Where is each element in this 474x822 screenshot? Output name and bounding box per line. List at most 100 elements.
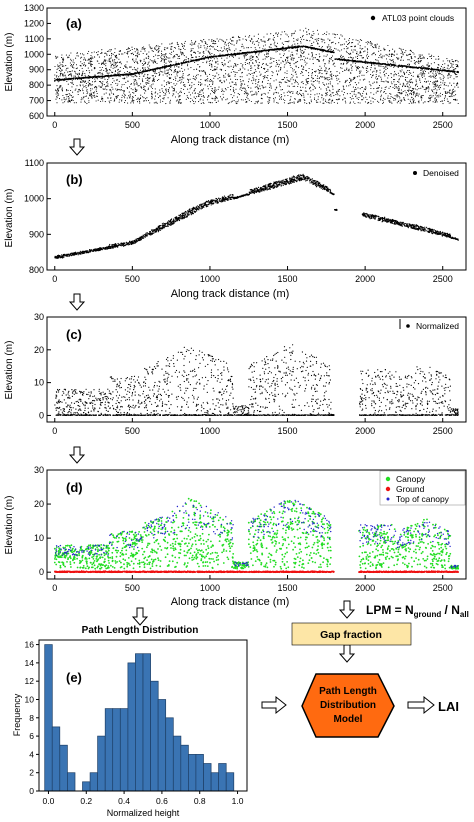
point bbox=[119, 50, 121, 52]
point bbox=[345, 50, 347, 52]
ground-point bbox=[141, 71, 143, 73]
point bbox=[56, 71, 58, 73]
point bbox=[90, 95, 92, 97]
point bbox=[418, 102, 420, 104]
point bbox=[269, 66, 271, 68]
point bbox=[244, 68, 246, 70]
point bbox=[153, 80, 156, 82]
point bbox=[301, 50, 303, 52]
point bbox=[348, 53, 350, 55]
point bbox=[240, 84, 242, 86]
point bbox=[100, 86, 103, 88]
point bbox=[211, 38, 213, 41]
point bbox=[175, 100, 177, 102]
point bbox=[242, 99, 244, 101]
ground-point bbox=[426, 68, 428, 70]
point bbox=[95, 100, 97, 102]
point bbox=[276, 63, 278, 65]
ground-point bbox=[397, 65, 400, 67]
point bbox=[98, 72, 100, 74]
point bbox=[163, 80, 165, 82]
point bbox=[283, 92, 285, 94]
point bbox=[402, 82, 404, 84]
point bbox=[68, 54, 70, 56]
point bbox=[134, 75, 136, 77]
ground-point bbox=[224, 54, 226, 57]
point bbox=[76, 85, 78, 87]
point bbox=[191, 85, 193, 87]
ground-point bbox=[409, 66, 411, 68]
point bbox=[180, 102, 182, 104]
point bbox=[81, 67, 83, 69]
point bbox=[380, 53, 382, 55]
point bbox=[311, 73, 313, 75]
point bbox=[423, 75, 425, 77]
point bbox=[202, 88, 205, 90]
point bbox=[96, 95, 98, 97]
point bbox=[300, 42, 302, 44]
point bbox=[405, 50, 407, 52]
point bbox=[334, 47, 336, 49]
point bbox=[362, 99, 364, 101]
point bbox=[442, 80, 444, 82]
point bbox=[421, 75, 423, 77]
point bbox=[361, 66, 363, 68]
point bbox=[321, 73, 323, 75]
point bbox=[114, 67, 116, 69]
point bbox=[200, 90, 202, 92]
point bbox=[111, 64, 113, 66]
point bbox=[370, 85, 372, 87]
point bbox=[69, 62, 71, 64]
point bbox=[270, 65, 272, 67]
point bbox=[325, 67, 327, 69]
point bbox=[208, 51, 210, 53]
point bbox=[65, 98, 67, 100]
point bbox=[142, 52, 144, 55]
point bbox=[296, 101, 299, 103]
point bbox=[110, 97, 112, 99]
point bbox=[252, 59, 254, 61]
point bbox=[222, 63, 224, 65]
point bbox=[287, 41, 289, 43]
point bbox=[116, 79, 119, 81]
point bbox=[305, 64, 307, 66]
point bbox=[172, 95, 174, 97]
point bbox=[204, 84, 206, 86]
point bbox=[296, 76, 298, 78]
point bbox=[370, 100, 372, 102]
point bbox=[325, 95, 327, 97]
point bbox=[201, 89, 203, 91]
point bbox=[324, 77, 326, 79]
point bbox=[134, 83, 136, 85]
point bbox=[289, 99, 291, 101]
point bbox=[366, 98, 368, 101]
point bbox=[66, 90, 68, 92]
point bbox=[181, 64, 183, 66]
point bbox=[386, 81, 388, 83]
point bbox=[280, 57, 282, 59]
point bbox=[190, 97, 192, 100]
point bbox=[359, 66, 361, 68]
point bbox=[449, 76, 451, 78]
point bbox=[278, 95, 280, 97]
point bbox=[307, 83, 309, 85]
point bbox=[271, 75, 273, 77]
point bbox=[317, 33, 319, 35]
point bbox=[250, 60, 252, 62]
point bbox=[278, 59, 280, 61]
point bbox=[133, 80, 135, 82]
ground-point bbox=[135, 72, 137, 75]
ground-point bbox=[214, 55, 216, 57]
point bbox=[434, 84, 436, 86]
point bbox=[69, 101, 72, 103]
ground-point bbox=[252, 51, 254, 53]
point bbox=[139, 59, 141, 61]
point bbox=[336, 102, 339, 104]
point bbox=[273, 57, 275, 60]
point bbox=[290, 33, 293, 35]
point bbox=[85, 95, 87, 97]
point bbox=[365, 86, 367, 88]
point bbox=[432, 82, 434, 84]
point bbox=[209, 73, 211, 75]
point bbox=[118, 72, 120, 74]
